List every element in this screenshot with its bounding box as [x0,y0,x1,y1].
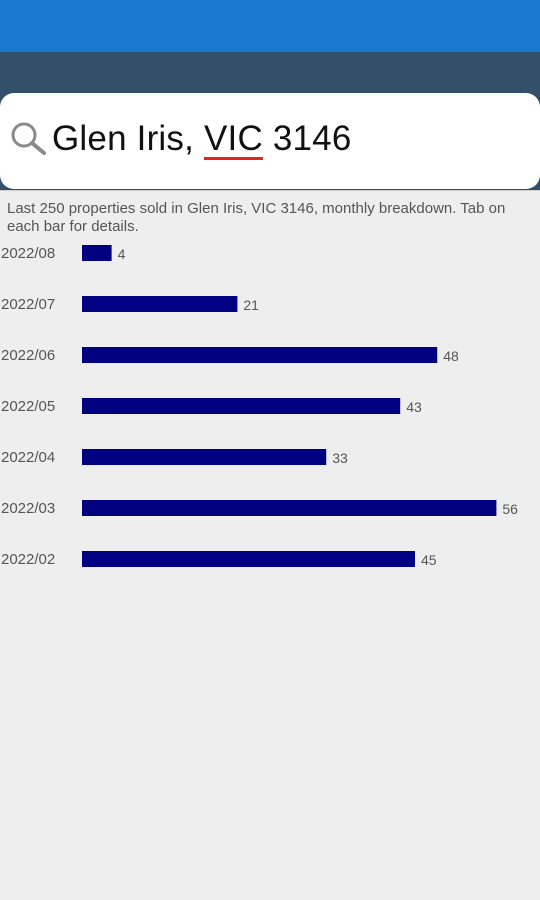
category-label-2022-07: 2022/07 [1,296,55,313]
data-label-2022-05: 43 [406,399,422,415]
bar-2022-02[interactable] [82,551,415,567]
bar-2022-06[interactable] [82,347,438,363]
bar-2022-04[interactable] [82,449,327,465]
bar-2022-08[interactable] [82,245,112,261]
bar-chart: 2022/08 4 2022/07 21 2022/06 48 2022/05 43 2022/… [1,245,518,568]
category-label-2022-05: 2022/05 [1,398,55,415]
search-icon[interactable] [10,121,48,155]
chart-description: Last 250 properties sold in Glen Iris, V… [7,200,506,235]
search-card[interactable]: Glen Iris, VIC 3146 [0,93,540,189]
status-bar [0,0,540,52]
category-label-2022-08: 2022/08 [1,245,55,262]
bar-2022-05[interactable] [82,398,401,414]
category-label-2022-06: 2022/06 [1,347,55,364]
divider [0,190,540,191]
data-label-2022-02: 45 [421,552,437,568]
category-label-2022-04: 2022/04 [1,449,55,466]
bar-2022-07[interactable] [82,296,238,312]
category-label-2022-02: 2022/02 [1,551,55,568]
search-text-suffix: 3146 [262,119,352,158]
data-label-2022-07: 21 [243,297,259,313]
data-label-2022-03: 56 [502,501,518,517]
data-label-2022-04: 33 [332,450,348,466]
bar-2022-03[interactable] [82,500,497,516]
data-label-2022-08: 4 [118,246,126,262]
search-input[interactable]: Glen Iris, VIC 3146 [52,119,352,159]
search-text-prefix: Glen Iris, [52,119,204,158]
data-label-2022-06: 48 [443,348,459,364]
category-label-2022-03: 2022/03 [1,500,55,517]
search-text-flagged-word: VIC [203,119,263,158]
